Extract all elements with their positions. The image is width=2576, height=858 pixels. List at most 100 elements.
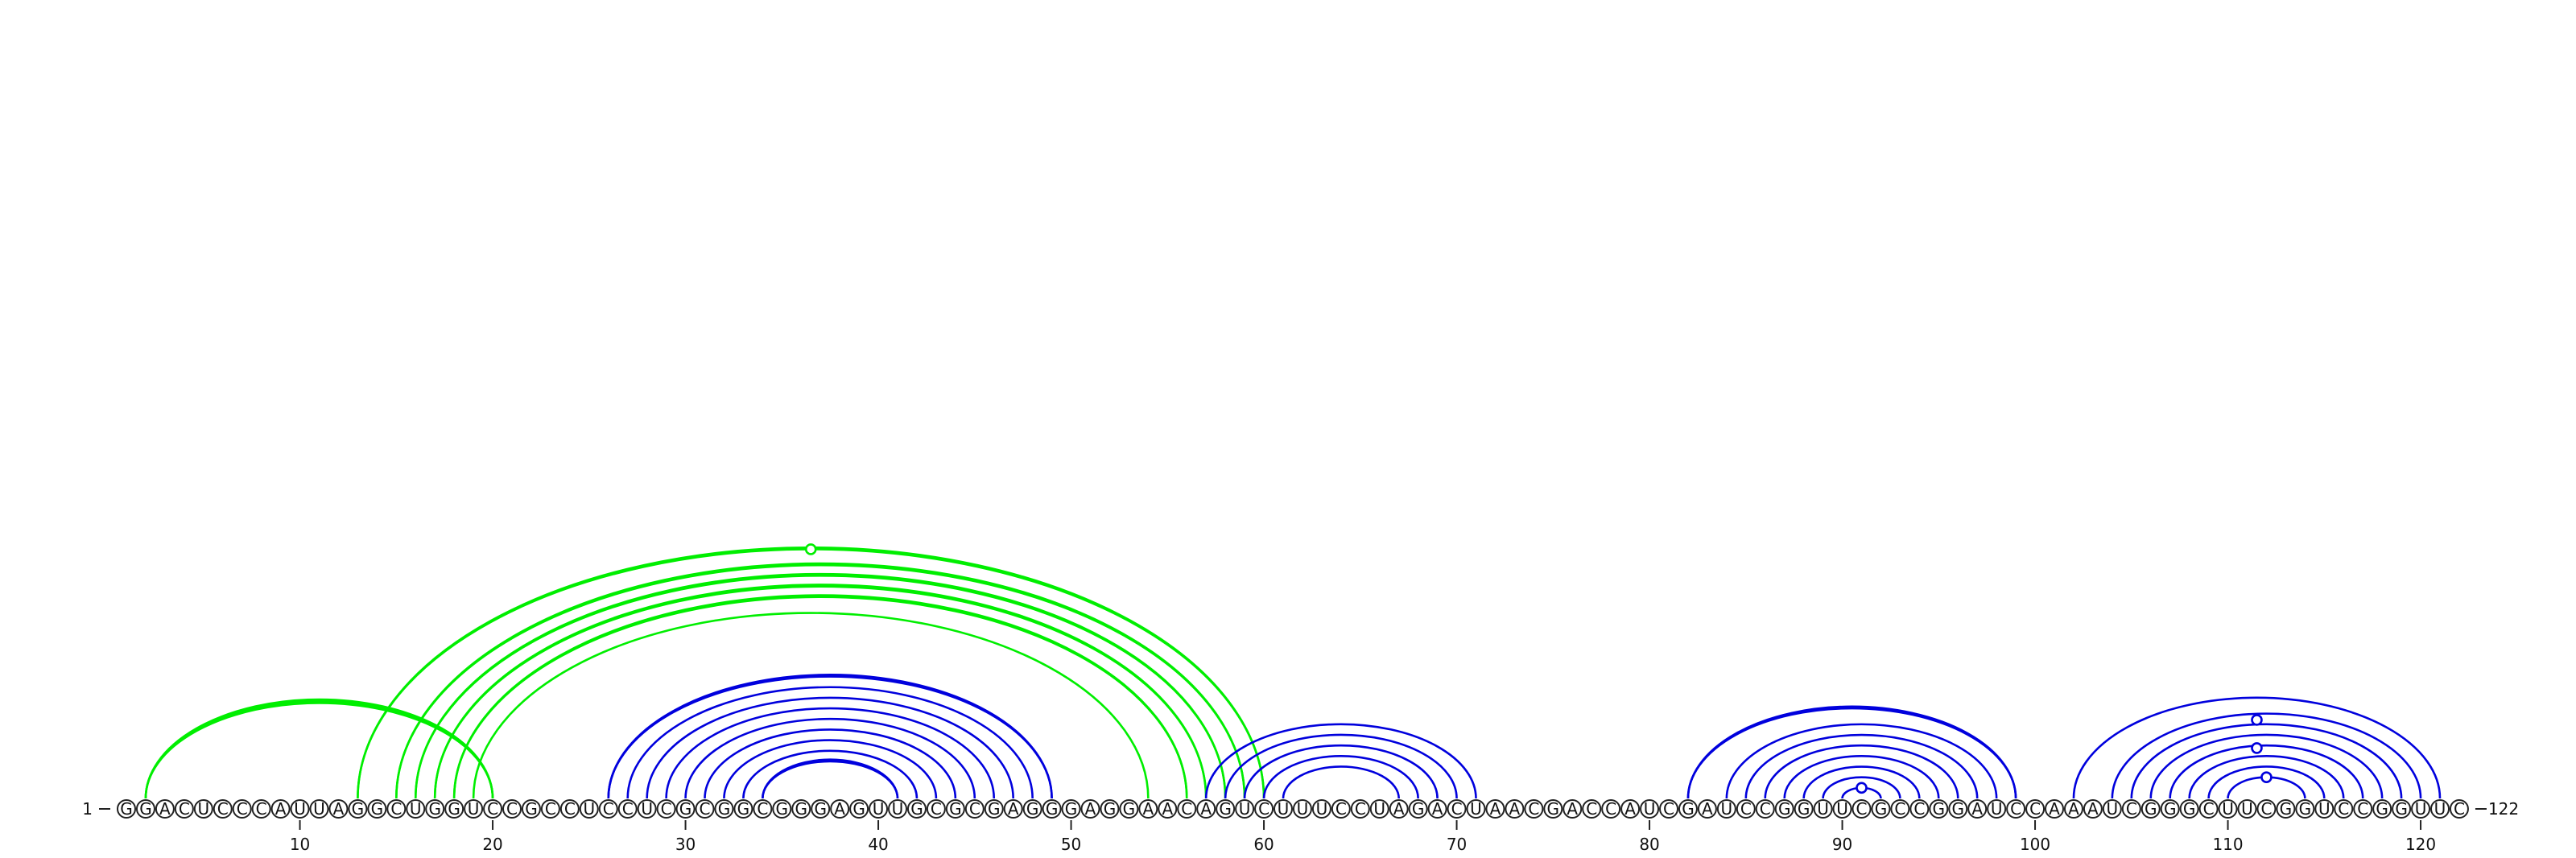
- sequence-end-label: 122: [2488, 799, 2519, 819]
- nucleotide-circle: [1832, 799, 1852, 819]
- sequence-backbone: 1 122: [82, 799, 2519, 819]
- nucleotide: U: [464, 799, 484, 819]
- nucleotide: U: [1311, 799, 1331, 819]
- nucleotide: U: [1466, 799, 1486, 819]
- nucleotide: U: [2314, 799, 2334, 819]
- nucleotide-letter: C: [2260, 799, 2272, 819]
- nucleotide-circle: [2392, 799, 2412, 819]
- nucleotide-letter: A: [1509, 799, 1521, 819]
- nucleotide-letter: G: [776, 799, 789, 819]
- nucleotide-letter: G: [949, 799, 962, 819]
- nucleotide: C: [1755, 799, 1775, 819]
- nucleotide-circle: [1331, 799, 1351, 819]
- nucleotide-circle: [1408, 799, 1428, 819]
- nucleotide-letter: A: [1085, 799, 1096, 819]
- helix-2-pair-arc: [395, 562, 1246, 799]
- nucleotide: G: [791, 799, 811, 819]
- nucleotide: C: [2198, 799, 2219, 819]
- nucleotide-letter: U: [2222, 799, 2234, 819]
- nucleotide-circle: [830, 799, 850, 819]
- nucleotide-letter: C: [1894, 799, 1905, 819]
- nucleotide-circle: [1427, 799, 1447, 819]
- nucleotide-letter: G: [1778, 799, 1791, 819]
- nucleotide-circle: [1254, 799, 1274, 819]
- nucleotide-circle: [1196, 799, 1216, 819]
- helix-5-pair-arc: [1686, 707, 2017, 799]
- nucleotide: G: [2295, 799, 2315, 819]
- nucleotide-circle: [733, 799, 753, 819]
- nucleotide-circle: [1678, 799, 1698, 819]
- nucleotide-circle: [1389, 799, 1409, 819]
- nucleotide-circle: [2121, 799, 2141, 819]
- nucleotide-letter: G: [139, 799, 152, 819]
- helix-3-pair-arc: [762, 760, 899, 799]
- nucleotide-circle: [540, 799, 560, 819]
- nucleotide-letter: U: [2318, 799, 2330, 819]
- nucleotide-letter: C: [1913, 799, 1925, 819]
- nucleotide: U: [2102, 799, 2122, 819]
- nucleotide: C: [213, 799, 233, 819]
- nucleotide: C: [559, 799, 580, 819]
- nucleotide: G: [1119, 799, 1139, 819]
- nucleotide-circle: [559, 799, 580, 819]
- nucleotide: A: [1003, 799, 1023, 819]
- nucleotide-letter: A: [1567, 799, 1578, 819]
- nucleotide-circle: [213, 799, 233, 819]
- helix-4-pair-arc: [1224, 733, 1458, 799]
- nucleotide-circle: [1813, 799, 1833, 819]
- base-pair-arcs: [144, 546, 2442, 799]
- helix-5-pair-arc: [1822, 776, 1901, 799]
- nucleotide: C: [174, 799, 194, 819]
- nucleotide-letter: G: [1104, 799, 1117, 819]
- nucleotide-circle: [906, 799, 927, 819]
- ruler-tick-label: 50: [1061, 835, 1081, 854]
- nucleotide-letter: G: [1952, 799, 1965, 819]
- helix-4-pair-arc: [1204, 723, 1477, 799]
- nucleotide-circle: [483, 799, 503, 819]
- nucleotide: C: [1601, 799, 1621, 819]
- helix-3-pair-arc: [704, 728, 957, 799]
- nucleotide-circle: [964, 799, 985, 819]
- nucleotide-circle: [1080, 799, 1100, 819]
- nucleotide-letter: G: [1412, 799, 1425, 819]
- nucleotide-letter: C: [969, 799, 980, 819]
- nucleotide-letter: G: [2376, 799, 2388, 819]
- nucleotide-circle: [1485, 799, 1505, 819]
- nucleotide: C: [695, 799, 715, 819]
- nucleotide-letter: U: [197, 799, 209, 819]
- nucleotide-letter: C: [1451, 799, 1463, 819]
- helix-3-pair-arc: [723, 739, 938, 799]
- nucleotide-letter: C: [564, 799, 576, 819]
- nucleotide: C: [1659, 799, 1678, 819]
- helix-3-pair-arc: [607, 674, 1053, 799]
- nucleotide-circle: [2449, 799, 2469, 819]
- nucleotide-circle: [695, 799, 715, 819]
- nucleotide: C: [2334, 799, 2354, 819]
- nucleotide-circle: [945, 799, 965, 819]
- nucleotide-circle: [1216, 799, 1236, 819]
- nucleotide-letter: C: [2126, 799, 2137, 819]
- nucleotide-letter: C: [757, 799, 768, 819]
- nucleotide-circle: [135, 799, 155, 819]
- nucleotide-letter: G: [679, 799, 692, 819]
- nucleotide-circle: [1794, 799, 1814, 819]
- nucleotide-circle: [1852, 799, 1872, 819]
- helix-2-pair-arc: [433, 584, 1208, 799]
- ruler-tick-label: 110: [2212, 835, 2243, 854]
- nucleotide-circle: [1563, 799, 1583, 819]
- nucleotide-letter: G: [1682, 799, 1695, 819]
- nucleotide-circle: [521, 799, 541, 819]
- nucleotide-circle: [579, 799, 599, 819]
- nucleotide: G: [2179, 799, 2199, 819]
- nucleotide-circle: [2083, 799, 2103, 819]
- nucleotide: G: [733, 799, 753, 819]
- nucleotide-circle: [2237, 799, 2257, 819]
- nucleotide: U: [406, 799, 426, 819]
- nucleotide-circle: [849, 799, 869, 819]
- helix-3-pair-arc: [646, 696, 1014, 799]
- nucleotide-circle: [1582, 799, 1602, 819]
- nucleotide: U: [2411, 799, 2431, 819]
- ruler-tick-label: 120: [2405, 835, 2436, 854]
- nucleotide-letter: A: [1143, 799, 1154, 819]
- nucleotide-letter: C: [603, 799, 614, 819]
